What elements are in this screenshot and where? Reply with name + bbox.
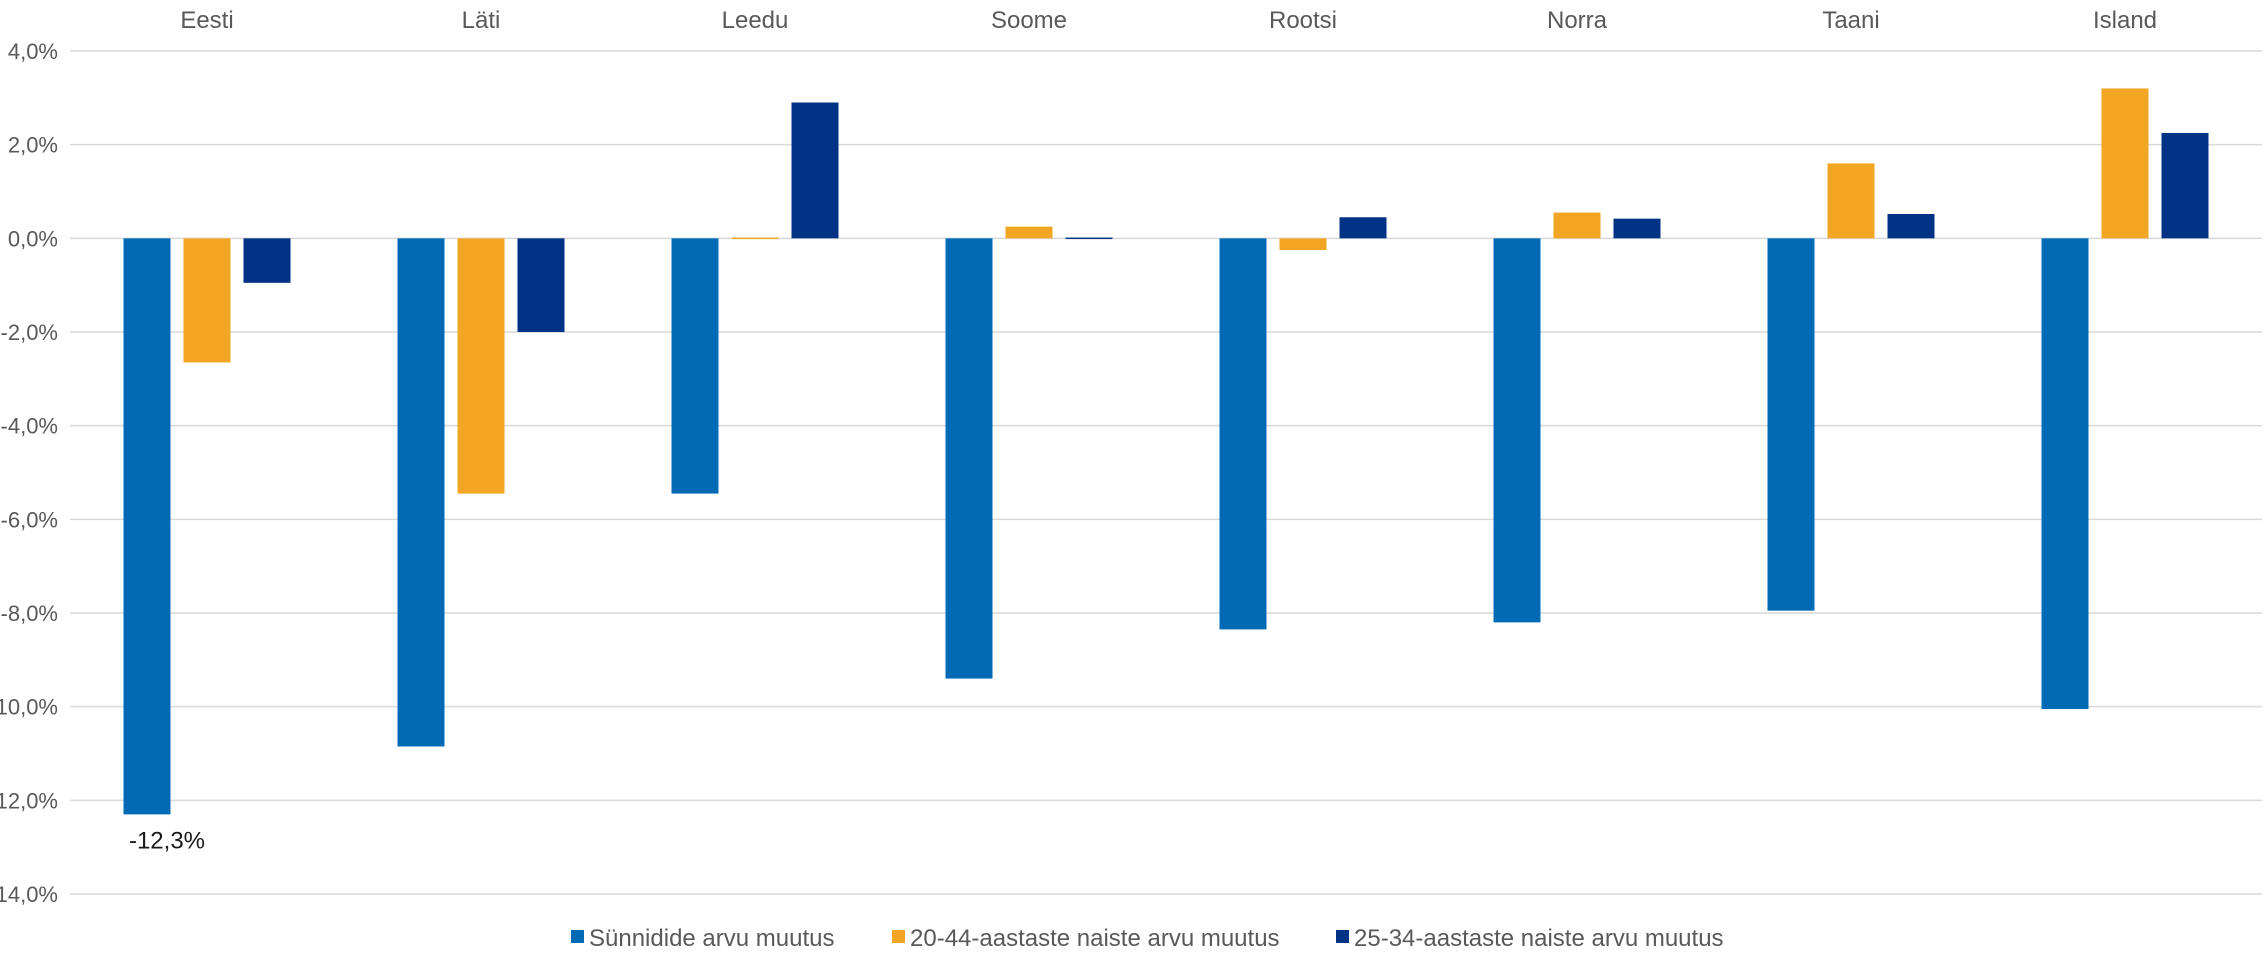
bar-leedu-series-3 <box>791 102 839 239</box>
bar-norra-series-3 <box>1613 218 1661 239</box>
bar-rootsi-series-3 <box>1339 217 1387 239</box>
bar-leedu-series-2 <box>731 237 779 240</box>
bar-taani-series-2 <box>1827 163 1875 239</box>
y-tick-label: -4,0% <box>1 414 58 439</box>
bar-rootsi-series-1 <box>1219 238 1267 630</box>
legend-label: 25-34-aastaste naiste arvu muutus <box>1354 925 1724 952</box>
y-tick-label: -6,0% <box>1 507 58 532</box>
y-tick-label: -8,0% <box>1 601 58 626</box>
y-axis-tick-labels: 4,0% 2,0% 0,0% -2,0% -4,0% -6,0% -8,0% -10,0% -1… <box>0 39 58 907</box>
legend-label: Sünnidide arvu muutus <box>589 925 834 952</box>
bar-leedu-series-1 <box>671 238 719 494</box>
category-label: Taani <box>1822 7 1879 34</box>
category-label: Leedu <box>722 7 789 34</box>
category-label: Norra <box>1547 7 1608 34</box>
category-label: Soome <box>991 7 1067 34</box>
category-label: Island <box>2093 7 2157 34</box>
bars <box>123 88 2209 815</box>
bar-soome-series-1 <box>945 238 993 679</box>
legend-swatch <box>1336 930 1349 943</box>
data-label: -12,3% <box>129 827 205 854</box>
y-tick-label: -2,0% <box>1 320 58 345</box>
y-tick-label: -12,0% <box>0 788 58 813</box>
bar-island-series-2 <box>2101 88 2149 239</box>
y-tick-label: 2,0% <box>8 133 58 158</box>
legend: Sünnidide arvu muutus 20-44-aastaste nais… <box>571 925 1724 952</box>
bar-norra-series-1 <box>1493 238 1541 623</box>
bar-norra-series-2 <box>1553 212 1601 239</box>
bar-island-series-3 <box>2161 132 2209 239</box>
legend-swatch <box>571 930 584 943</box>
bar-soome-series-2 <box>1005 226 1053 239</box>
legend-item: Sünnidide arvu muutus <box>571 925 834 952</box>
legend-swatch <box>892 930 905 943</box>
bar-eesti-series-1 <box>123 238 171 815</box>
y-tick-label: 4,0% <box>8 39 58 64</box>
legend-item: 20-44-aastaste naiste arvu muutus <box>892 925 1280 952</box>
legend-item: 25-34-aastaste naiste arvu muutus <box>1336 925 1724 952</box>
y-tick-label: 0,0% <box>8 226 58 251</box>
category-labels: Eesti Läti Leedu Soome Rootsi Norra Taani Islan… <box>180 7 2157 34</box>
category-label: Läti <box>462 7 501 34</box>
bar-eesti-series-3 <box>243 238 291 283</box>
bar-läti-series-3 <box>517 238 565 332</box>
legend-label: 20-44-aastaste naiste arvu muutus <box>910 925 1280 952</box>
bar-island-series-1 <box>2041 238 2089 710</box>
y-tick-label: -14,0% <box>0 882 58 907</box>
bar-taani-series-3 <box>1887 213 1935 239</box>
bar-läti-series-1 <box>397 238 445 747</box>
bar-taani-series-1 <box>1767 238 1815 611</box>
category-label: Rootsi <box>1269 7 1337 34</box>
bar-eesti-series-2 <box>183 238 231 363</box>
category-label: Eesti <box>180 7 233 34</box>
bar-soome-series-3 <box>1065 237 1113 240</box>
bar-rootsi-series-2 <box>1279 238 1327 251</box>
y-tick-label: -10,0% <box>0 695 58 720</box>
bar-läti-series-2 <box>457 238 505 494</box>
